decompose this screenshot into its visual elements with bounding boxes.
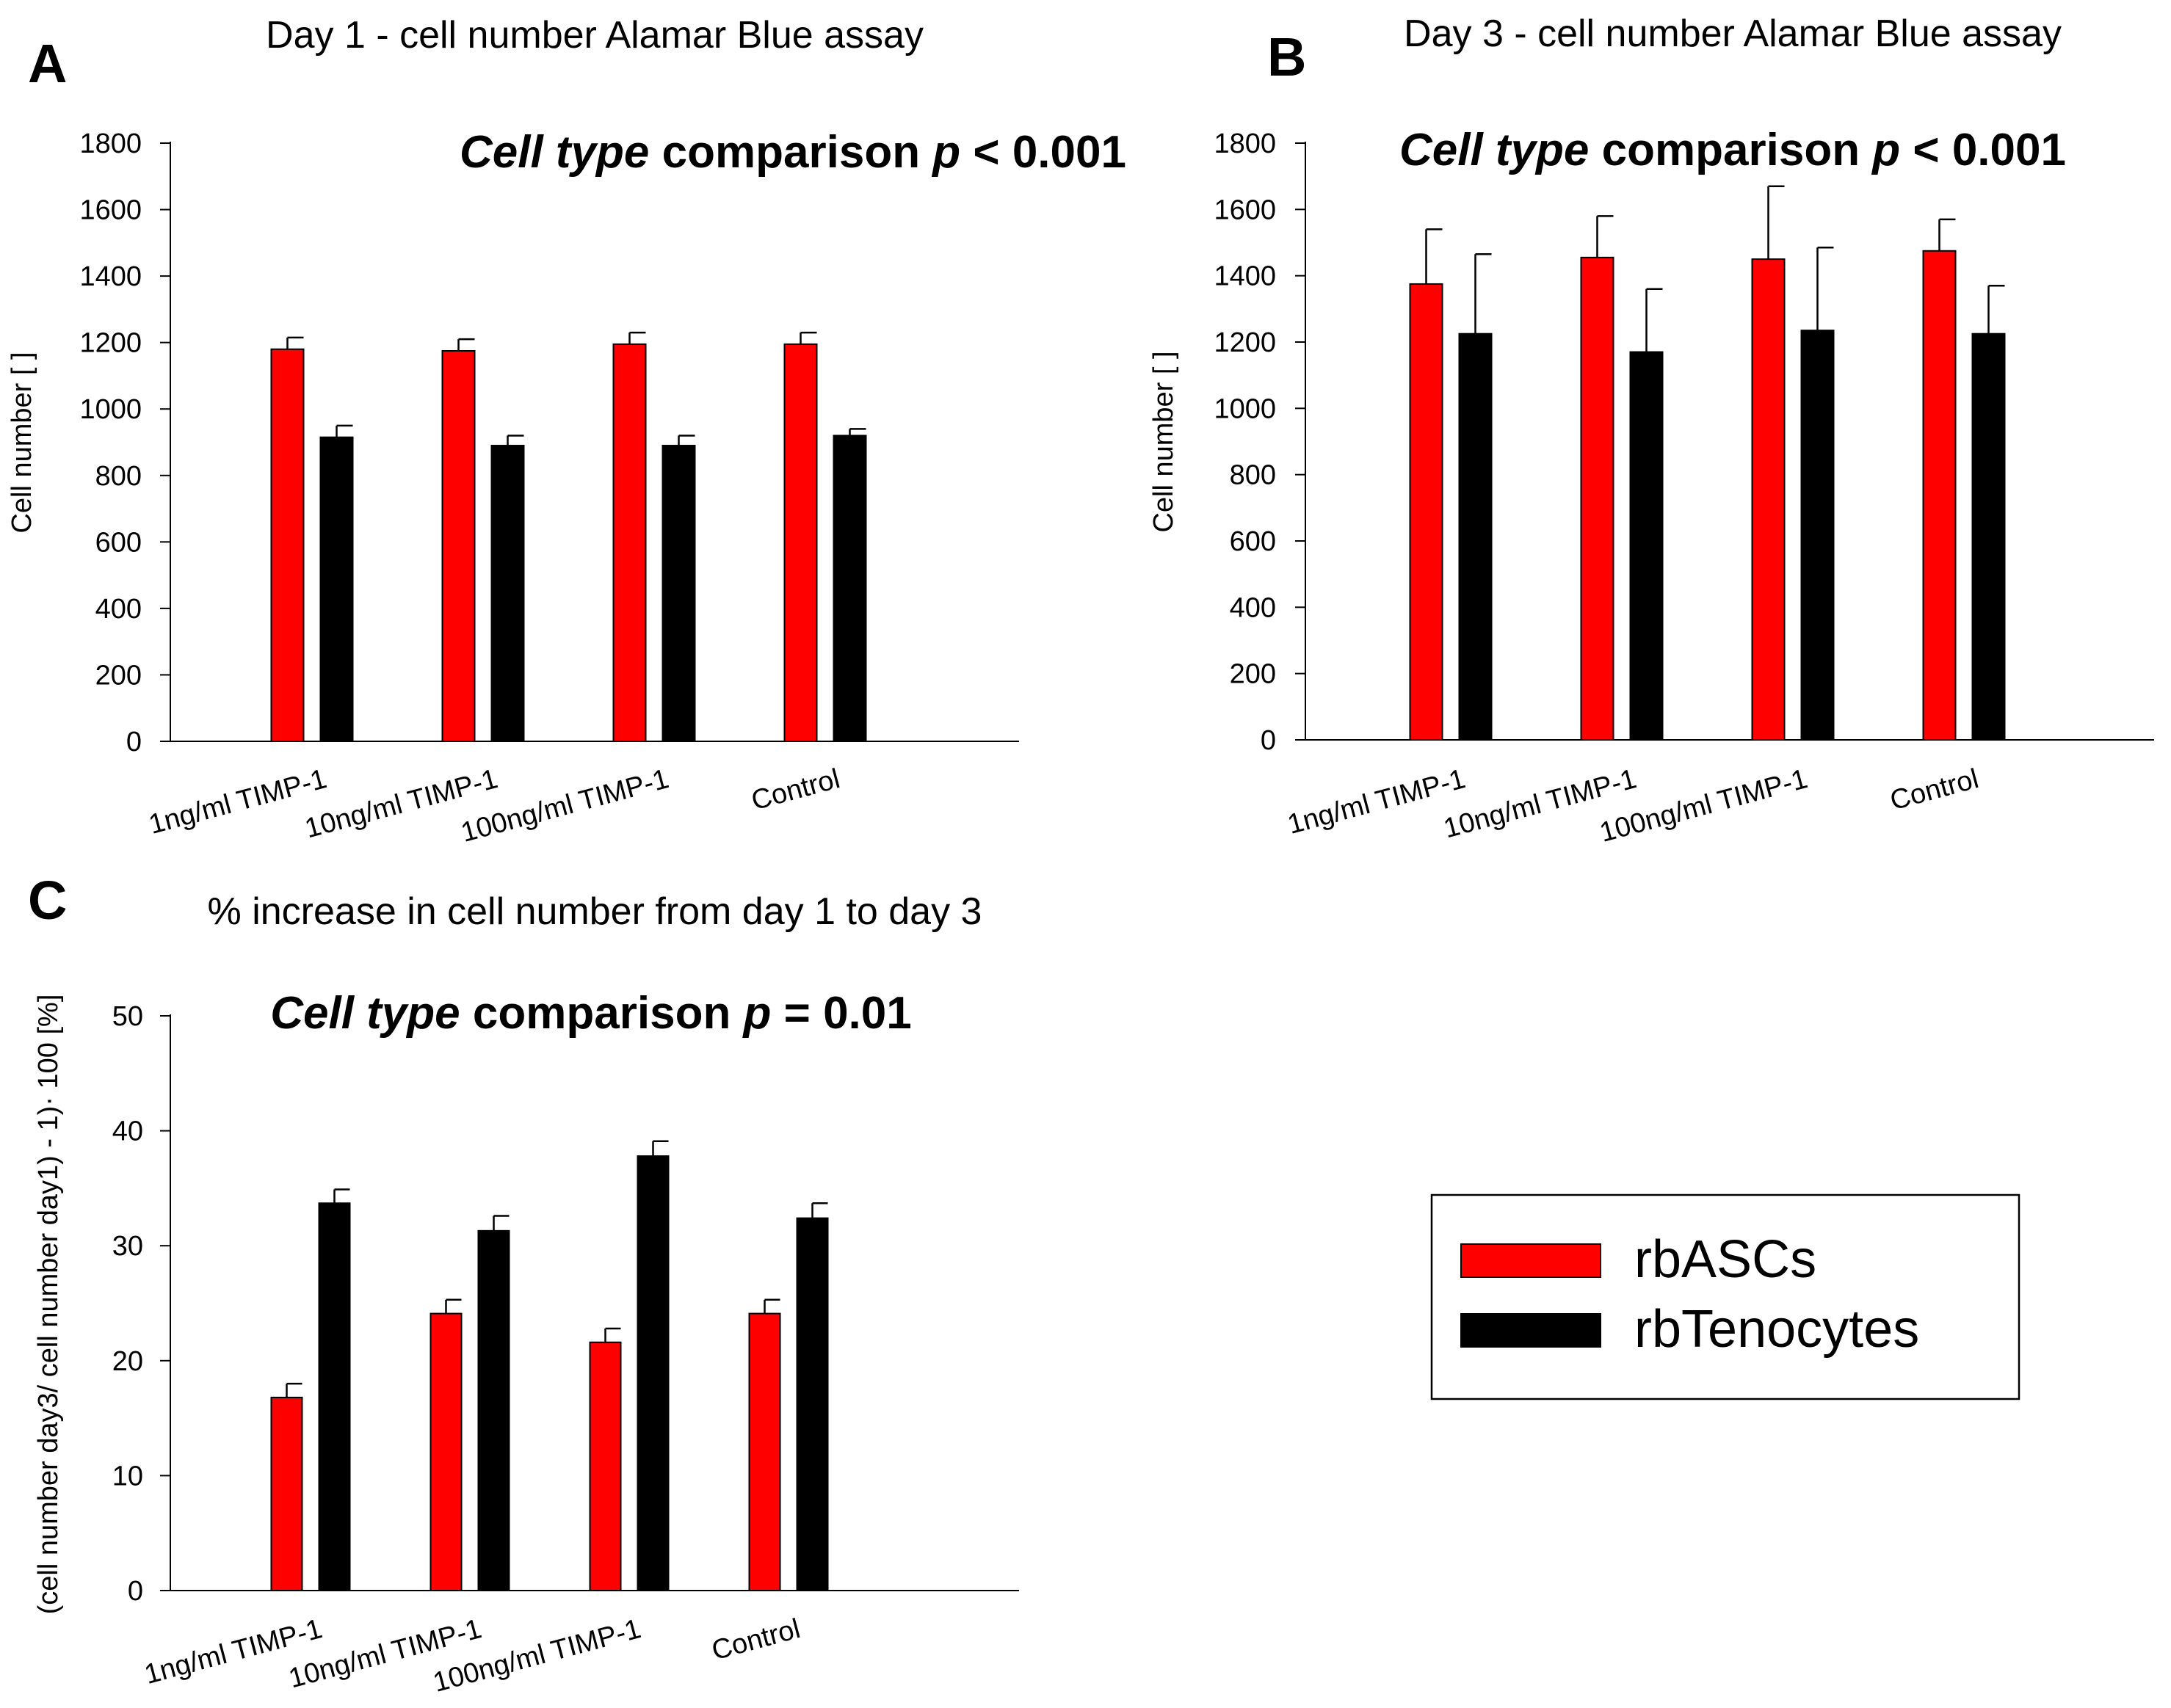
y-tick-label: 800 [1230,460,1276,491]
chart-annotation: Cell type comparison p < 0.001 [460,127,1126,178]
y-tick-label: 0 [126,727,142,757]
y-tick-label: 1400 [79,261,142,292]
x-tick-label: 1ng/ml TIMP-1 [1284,763,1468,840]
bar-rbascs [1922,250,1957,741]
bar-rbtenocytes [1458,332,1493,741]
bar-rbtenocytes [319,436,354,742]
legend-label-rbascs: rbASCs [1634,1230,1816,1289]
y-tick-label: 1600 [79,195,142,226]
y-tick-label: 600 [95,527,142,558]
legend: rbASCs rbTenocytes [1430,1193,2020,1400]
bar-rbascs [783,343,818,742]
bar-rbascs [430,1312,463,1591]
bar-rbascs [270,348,305,742]
bar-rbtenocytes [490,445,525,742]
chart-title: Day 1 - cell number Alamar Blue assay [266,14,924,57]
panel-label: A [28,33,67,94]
chart-title: Day 3 - cell number Alamar Blue assay [1404,12,2062,55]
bar-rbtenocytes [477,1229,510,1592]
bar-rbtenocytes [1800,330,1835,741]
annotation-italic: Cell type [460,127,649,178]
chart-annotation: Cell type comparison p = 0.01 [270,988,912,1039]
bar-rbascs [1580,256,1614,741]
x-tick-label: Control [1887,763,1982,816]
y-tick-label: 400 [1230,592,1276,623]
x-tick-label: Control [748,763,843,816]
y-tick-label: 800 [95,461,142,492]
y-tick-label: 1200 [1214,327,1276,358]
annotation-p: p [931,127,960,178]
bar-rbascs [589,1341,622,1592]
y-tick-label: 1000 [79,394,142,425]
annotation-p-value: < 0.001 [960,127,1126,178]
y-tick-label: 600 [1230,526,1276,557]
y-tick-label: 1200 [79,328,142,359]
y-tick-label: 200 [1230,659,1276,690]
legend-box [1430,1193,2020,1400]
bar-rbascs [1751,258,1786,741]
y-tick-label: 20 [112,1346,143,1377]
bar-rbtenocytes [318,1202,351,1592]
legend-swatch-rbascs [1460,1243,1601,1278]
panel-label: B [1267,26,1306,87]
y-axis-label: (cell number day3/ cell number day1) - 1… [33,995,64,1615]
chart-panel-a: A Day 1 - cell number Alamar Blue assay Ce… [7,14,1126,848]
chart-panel-c: C % increase in cell number from day 1 to… [28,870,1019,1698]
y-tick-label: 10 [112,1461,143,1491]
x-tick-label: 1ng/ml TIMP-1 [145,763,330,840]
bar-rbascs [748,1312,781,1591]
bar-rbtenocytes [1971,332,2006,741]
y-tick-label: 1800 [79,128,142,159]
annotation-p: p [1871,125,1900,175]
bar-rbascs [1409,283,1443,741]
chart-title: % increase in cell number from day 1 to … [208,890,982,933]
chart-panel-b: B Day 3 - cell number Alamar Blue assay Ce… [1148,12,2154,848]
annotation-p: p [742,988,772,1039]
annotation-p-value: < 0.001 [1900,125,2066,175]
y-tick-label: 1000 [1214,393,1276,424]
legend-swatch-rbtenocytes [1460,1313,1601,1348]
y-tick-label: 0 [1261,725,1276,756]
bar-rbascs [612,343,647,742]
legend-label-rbtenocytes: rbTenocytes [1634,1300,1919,1359]
y-axis-label: Cell number [ ] [1148,351,1179,532]
bar-rbascs [441,349,476,743]
bar-rbtenocytes [833,435,867,742]
annotation-bold: comparison [1589,125,1872,175]
annotation-bold: comparison [460,988,744,1039]
annotation-bold: comparison [649,127,932,178]
panel-label: C [28,870,67,931]
y-tick-label: 30 [112,1231,143,1262]
y-tick-label: 400 [95,594,142,625]
y-tick-label: 1400 [1214,261,1276,292]
annotation-italic: Cell type [270,988,460,1039]
y-tick-label: 50 [112,1001,143,1032]
bar-rbtenocytes [1629,351,1664,741]
y-tick-label: 200 [95,660,142,691]
y-tick-label: 0 [128,1576,143,1607]
bar-rbascs [270,1396,303,1591]
bar-rbtenocytes [637,1155,670,1591]
x-tick-label: Control [708,1613,803,1666]
y-axis-label: Cell number [ ] [7,352,37,533]
y-tick-label: 1600 [1214,195,1276,225]
bar-rbtenocytes [796,1217,829,1591]
annotation-italic: Cell type [1399,125,1589,175]
y-tick-label: 40 [112,1116,143,1147]
chart-annotation: Cell type comparison p < 0.001 [1399,125,2066,175]
bar-rbtenocytes [662,445,696,742]
y-tick-label: 1800 [1214,128,1276,159]
annotation-p-value: = 0.01 [771,988,911,1039]
